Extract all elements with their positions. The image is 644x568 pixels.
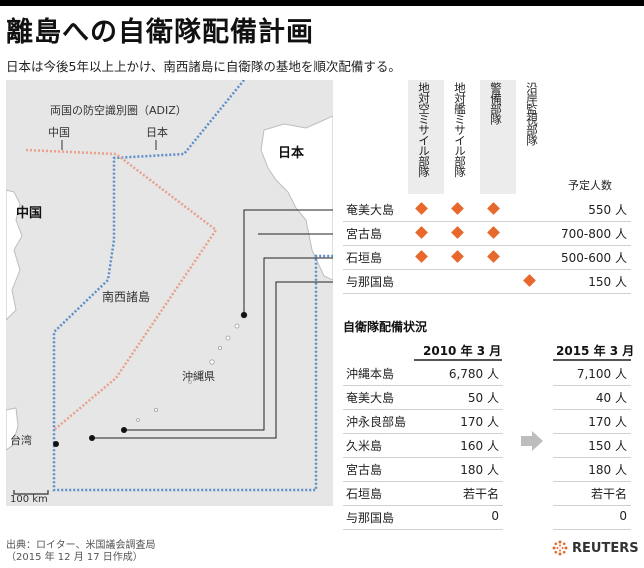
deploy-row-2010: 6,780 人	[448, 367, 499, 381]
scale-bar	[13, 490, 49, 495]
deploy-table-row-2015: 180 人	[553, 457, 631, 482]
deploy-row-2015: 150 人	[588, 439, 627, 453]
deploy-table-row-2015: 若干名	[553, 481, 631, 506]
year-2010-rule	[414, 359, 502, 361]
reuters-dots-icon	[552, 540, 568, 556]
japan-label: 日本	[278, 146, 305, 161]
deploy-row-2015: 若干名	[590, 487, 627, 501]
col-bg-1	[408, 80, 444, 194]
right-arrow-icon	[521, 431, 543, 451]
plan-row-name: 与那国島	[346, 275, 395, 289]
deploy-table-row: 沖縄本島 6,780 人	[343, 361, 503, 386]
plan-row-name: 奄美大島	[346, 203, 395, 217]
deploy-table-row-2015: 170 人	[553, 409, 631, 434]
reuters-logo: REUTERS	[552, 540, 639, 556]
col-header-sam: 地対空ミサイル部隊	[417, 82, 431, 177]
deploy-row-2010: 180 人	[460, 463, 499, 477]
deploy-row-name: 宮古島	[346, 463, 383, 477]
deploy-row-name: 沖縄本島	[346, 367, 395, 381]
source-line-1: 出典：ロイター、米国議会調査局	[6, 540, 156, 551]
source-note: 出典：ロイター、米国議会調査局 （2015 年 12 月 17 日作成）	[6, 540, 156, 564]
plan-row-personnel: 700-800 人	[561, 227, 627, 241]
japan-landmass	[260, 115, 333, 281]
taiwan-landmass	[6, 407, 19, 451]
deploy-table-title: 自衛隊配備状況	[343, 320, 428, 334]
plan-row-personnel: 500-600 人	[561, 251, 627, 265]
deploy-table-row-2015: 7,100 人	[553, 361, 631, 386]
page-subtitle: 日本は今後5年以上上かけ、南西諸島に自衛隊の基地を順次配備する。	[6, 59, 401, 74]
adiz-label: 両国の防空識別圏（ADIZ）	[50, 104, 187, 117]
deploy-table-row: 久米島 160 人	[343, 433, 503, 458]
col-header-guard: 警備部隊	[489, 82, 503, 124]
deployment-marker	[487, 226, 500, 239]
deploy-table-row-2015: 150 人	[553, 433, 631, 458]
china-adiz-line	[25, 148, 218, 431]
deploy-table-row-2015: 0	[553, 505, 631, 530]
source-line-2: （2015 年 12 月 17 日作成）	[6, 552, 143, 563]
leader-lines	[92, 209, 333, 439]
map: 両国の防空識別圏（ADIZ） 中国 日本 日本 中国 南西諸島 沖縄県 台湾	[6, 80, 333, 506]
personnel-header: 予定人数	[568, 179, 612, 192]
deploy-table-row: 石垣島 若干名	[343, 481, 503, 506]
brand-name: REUTERS	[572, 540, 639, 556]
okinawa-label: 沖縄県	[182, 370, 215, 383]
plan-table-row: 宮古島 700-800 人	[343, 221, 631, 246]
deploy-row-name: 久米島	[346, 439, 383, 453]
deployment-marker	[487, 250, 500, 263]
deploy-row-2010: 170 人	[460, 415, 499, 429]
island-dots	[53, 312, 247, 447]
year-2010-header: 2010 年 3 月	[423, 344, 502, 358]
deploy-row-2015: 7,100 人	[576, 367, 627, 381]
deploy-table-row-2015: 40 人	[553, 385, 631, 410]
deploy-row-name: 石垣島	[346, 487, 383, 501]
china-label: 中国	[16, 206, 43, 221]
nansei-label: 南西諸島	[102, 290, 151, 304]
deploy-row-2015: 40 人	[595, 391, 627, 405]
deployment-marker	[487, 202, 500, 215]
deployment-marker	[451, 226, 464, 239]
deployment-marker	[415, 202, 428, 215]
nansei-islands	[136, 311, 248, 422]
year-2015-header: 2015 年 3 月	[556, 344, 635, 358]
deployment-marker	[415, 226, 428, 239]
map-graphic	[6, 80, 333, 495]
deploy-table-row: 沖永良部島 170 人	[343, 409, 503, 434]
col-header-coastal: 沿岸監視部隊	[525, 82, 539, 145]
page-title: 離島への自衛隊配備計画	[6, 17, 314, 48]
deployment-marker	[415, 250, 428, 263]
deploy-table-row: 宮古島 180 人	[343, 457, 503, 482]
deployment-marker	[523, 274, 536, 287]
adiz-japan-label: 日本	[146, 126, 168, 139]
deploy-row-2015: 170 人	[588, 415, 627, 429]
deployment-marker	[451, 202, 464, 215]
deploy-row-name: 奄美大島	[346, 391, 395, 405]
top-bar	[0, 0, 644, 6]
deploy-row-2010: 160 人	[460, 439, 499, 453]
adiz-china-label: 中国	[48, 126, 70, 139]
plan-table-row: 奄美大島 550 人	[343, 197, 631, 222]
scale-label: 100 km	[10, 494, 48, 505]
col-bg-3	[480, 80, 516, 194]
deploy-row-2015: 180 人	[588, 463, 627, 477]
japan-adiz-line	[52, 80, 333, 492]
col-header-ssm: 地対艦ミサイル部隊	[453, 82, 467, 177]
china-landmass	[6, 189, 23, 321]
taiwan-label: 台湾	[10, 434, 32, 447]
plan-row-name: 宮古島	[346, 227, 383, 241]
deploy-table-row: 奄美大島 50 人	[343, 385, 503, 410]
plan-row-personnel: 150 人	[588, 275, 627, 289]
deploy-row-2010: 0	[491, 509, 499, 523]
plan-table-row: 与那国島 150 人	[343, 269, 631, 294]
deploy-row-name: 与那国島	[346, 511, 395, 525]
deploy-row-name: 沖永良部島	[346, 415, 407, 429]
deploy-row-2010: 若干名	[462, 487, 499, 501]
deploy-row-2010: 50 人	[467, 391, 499, 405]
plan-row-name: 石垣島	[346, 251, 383, 265]
deploy-row-2015: 0	[619, 509, 627, 523]
deploy-table-row: 与那国島 0	[343, 505, 503, 530]
plan-table-row: 石垣島 500-600 人	[343, 245, 631, 270]
deployment-marker	[451, 250, 464, 263]
plan-row-personnel: 550 人	[588, 203, 627, 217]
year-2015-rule	[553, 359, 631, 361]
